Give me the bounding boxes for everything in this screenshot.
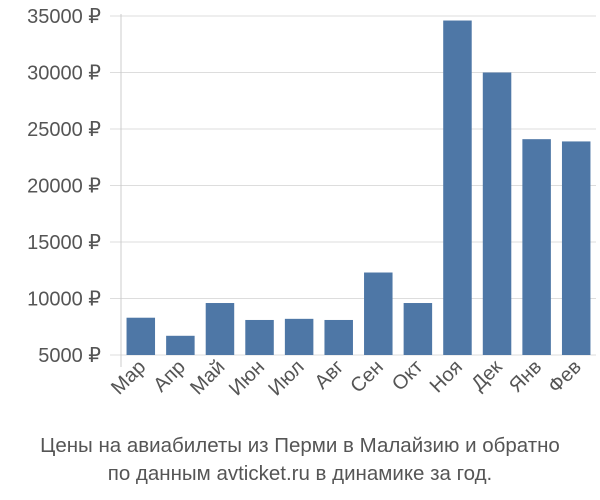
x-tick-label: Фев (544, 356, 586, 398)
bar-8 (403, 303, 433, 355)
bar-5 (284, 318, 314, 355)
bar-9 (443, 20, 472, 356)
bar-1 (126, 317, 156, 355)
x-tick-label: Май (186, 356, 229, 399)
bar-3 (205, 303, 235, 355)
x-tick-label: Июн (225, 356, 269, 400)
grid-lines (110, 15, 596, 356)
x-tick-label: Дек (467, 356, 506, 395)
y-tick-labels: 5000 ₽ 10000 ₽ 15000 ₽ 20000 ₽ 25000 ₽ 30000 … (27, 6, 101, 367)
x-tick-label: Июл (264, 356, 308, 400)
y-tick-label: 15000 ₽ (27, 232, 101, 254)
y-tick-label: 10000 ₽ (27, 289, 101, 311)
bars (126, 20, 591, 356)
y-tick-label: 25000 ₽ (27, 119, 101, 141)
y-tick-label: 20000 ₽ (27, 176, 101, 198)
bar-4 (245, 319, 274, 355)
bar-2 (166, 335, 195, 355)
x-tick-label: Мар (107, 356, 150, 399)
y-tick-label: 35000 ₽ (27, 6, 101, 28)
bar-11 (522, 139, 551, 355)
x-tick-label: Янв (505, 356, 546, 397)
price-bar-chart: 5000 ₽ 10000 ₽ 15000 ₽ 20000 ₽ 25000 ₽ 30000 … (27, 6, 596, 400)
chart-caption-line-2: по данным avticket.ru в динамике за год. (107, 462, 493, 485)
x-tick-label: Окт (388, 356, 427, 395)
x-tick-label: Сен (346, 356, 387, 397)
bar-12 (561, 141, 591, 355)
chart-caption-line-1: Цены на авиабилеты из Перми в Малайзию и… (40, 434, 560, 457)
y-tick-label: 30000 ₽ (27, 63, 101, 85)
bar-10 (482, 72, 512, 355)
x-tick-label: Ноя (426, 356, 467, 397)
bar-6 (324, 319, 353, 355)
x-tick-label: Апр (149, 356, 190, 397)
y-tick-label: 5000 ₽ (38, 345, 101, 367)
bar-7 (364, 272, 393, 355)
x-tick-label: Авг (311, 356, 349, 394)
